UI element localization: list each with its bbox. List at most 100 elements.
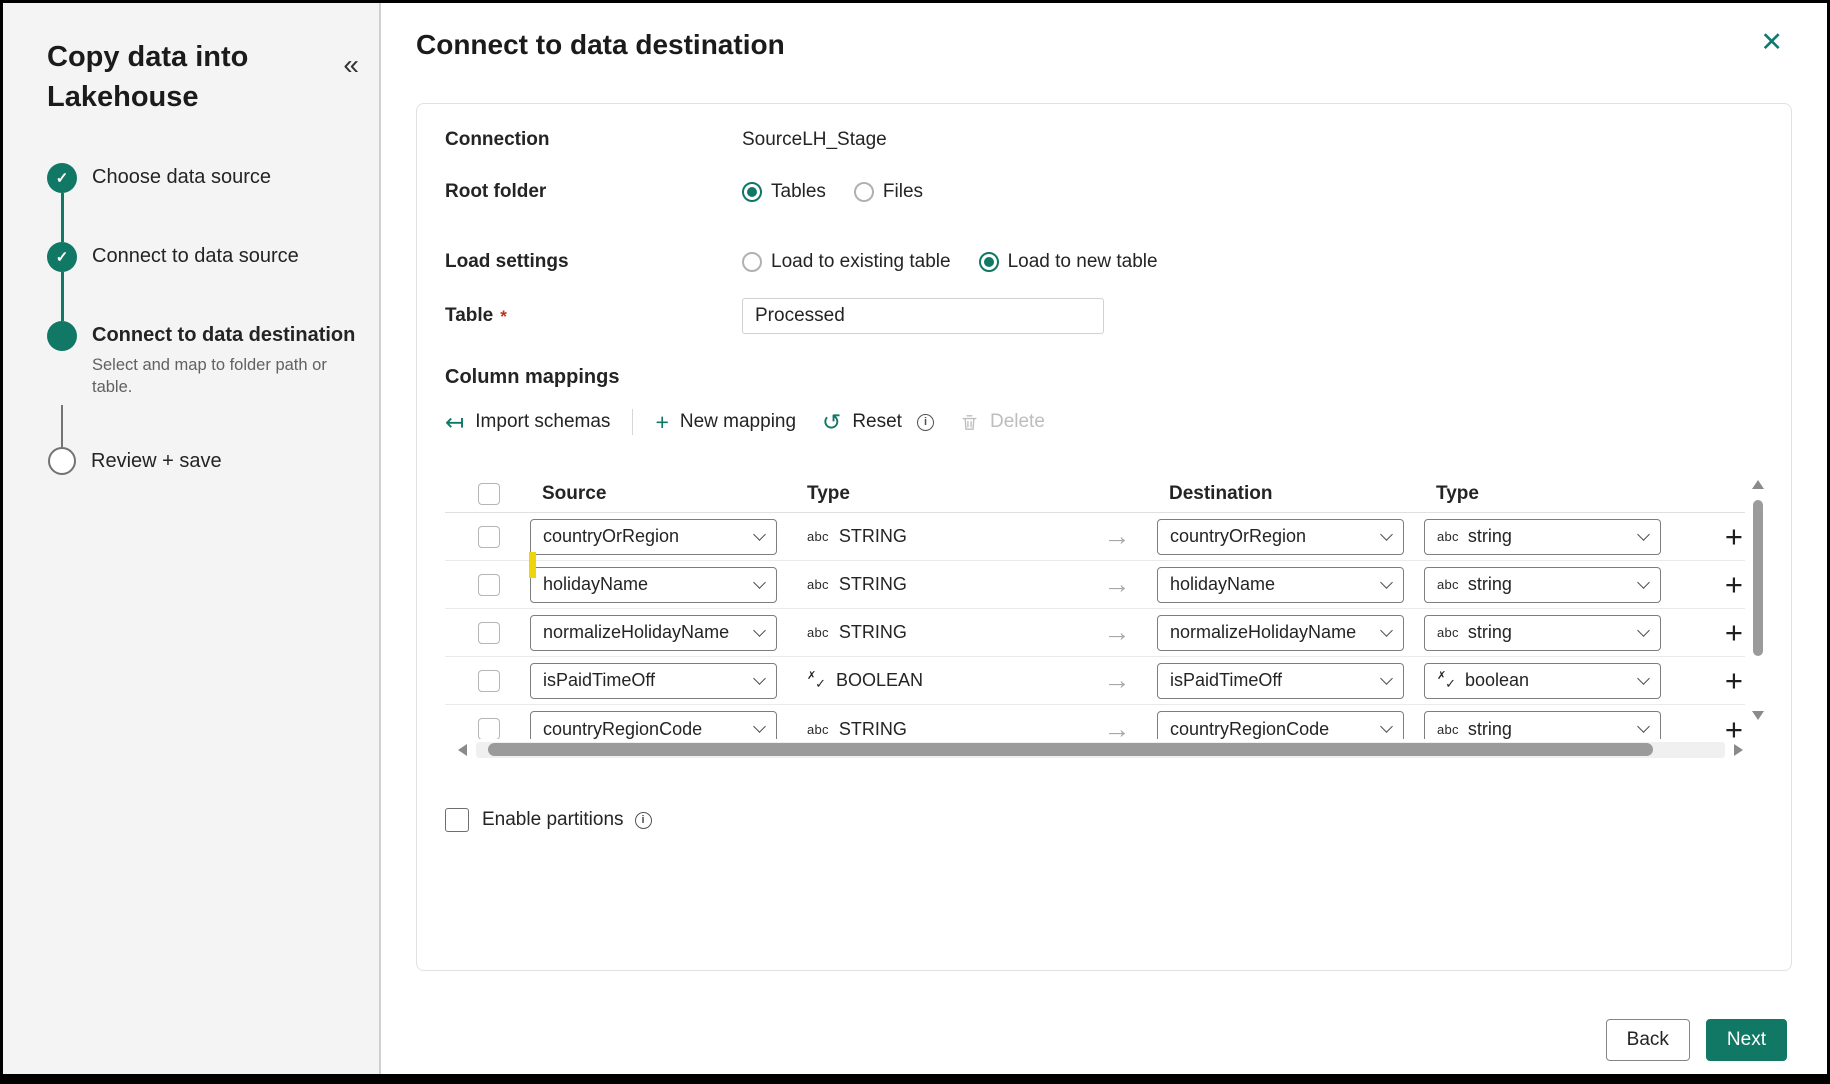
step-complete-icon: ✓ bbox=[47, 163, 77, 194]
radio-unselected-icon bbox=[853, 182, 874, 202]
step-upcoming-icon bbox=[48, 446, 76, 475]
step-current-icon bbox=[47, 321, 77, 352]
arrow-right-icon: → bbox=[1103, 617, 1131, 647]
sidebar-header: Copy data into Lakehouse « bbox=[47, 37, 359, 117]
enable-partitions-label: Enable partitions bbox=[482, 809, 624, 830]
destination-column-dropdown[interactable]: countryRegionCode bbox=[1157, 711, 1404, 739]
source-column-dropdown[interactable]: countryOrRegion bbox=[530, 518, 777, 555]
add-mapping-button[interactable]: + bbox=[1724, 615, 1743, 650]
string-type-icon: abc bbox=[807, 625, 829, 640]
chevron-down-icon bbox=[1637, 575, 1650, 589]
chevron-down-icon bbox=[753, 671, 766, 685]
string-type-icon: abc bbox=[807, 529, 829, 544]
row-checkbox[interactable] bbox=[478, 718, 500, 739]
string-type-icon: abc bbox=[807, 721, 829, 737]
back-button[interactable]: Back bbox=[1605, 1019, 1690, 1061]
table-name-input[interactable] bbox=[742, 298, 1104, 334]
select-all-checkbox[interactable] bbox=[478, 482, 500, 505]
source-column-dropdown[interactable]: countryRegionCode bbox=[530, 711, 777, 739]
source-type-value: STRING bbox=[838, 526, 907, 546]
new-mapping-button[interactable]: + New mapping bbox=[655, 408, 797, 435]
radio-tables[interactable]: Tables bbox=[742, 181, 826, 203]
string-type-icon: abc bbox=[1437, 529, 1459, 544]
connection-label: Connection bbox=[445, 129, 550, 150]
enable-partitions-checkbox[interactable] bbox=[445, 808, 469, 832]
vertical-scrollbar-thumb[interactable] bbox=[1753, 500, 1763, 656]
enable-partitions-row: Enable partitions i bbox=[445, 808, 1761, 832]
step-connect-data-source[interactable]: ✓ Connect to data source bbox=[47, 242, 359, 273]
add-mapping-button[interactable]: + bbox=[1725, 714, 1743, 740]
destination-type-dropdown[interactable]: abc string bbox=[1424, 614, 1661, 651]
table-name-row: Table * bbox=[445, 298, 1761, 334]
string-type-icon: abc bbox=[1437, 721, 1459, 737]
main-content: Connect to data destination ✕ Connection… bbox=[381, 3, 1827, 1074]
source-type-column-header: Type bbox=[807, 482, 850, 504]
add-mapping-button[interactable]: + bbox=[1724, 519, 1743, 554]
row-checkbox[interactable] bbox=[478, 669, 500, 692]
step-connect-data-destination[interactable]: Connect to data destination Select and m… bbox=[47, 321, 359, 399]
info-icon[interactable]: i bbox=[916, 413, 934, 431]
radio-selected-icon bbox=[742, 182, 762, 202]
next-button[interactable]: Next bbox=[1705, 1019, 1787, 1061]
step-complete-icon: ✓ bbox=[47, 242, 77, 273]
row-checkbox[interactable] bbox=[478, 525, 500, 548]
source-type-value: STRING bbox=[838, 622, 907, 642]
row-checkbox[interactable] bbox=[478, 621, 500, 644]
destination-type-dropdown[interactable]: abc string bbox=[1424, 711, 1661, 739]
vertical-scrollbar[interactable] bbox=[1751, 475, 1765, 735]
info-icon[interactable]: i bbox=[634, 811, 652, 829]
radio-load-existing-table[interactable]: Load to existing table bbox=[742, 251, 951, 273]
radio-unselected-icon bbox=[742, 252, 762, 272]
source-column-dropdown[interactable]: normalizeHolidayName bbox=[530, 614, 777, 651]
step-choose-data-source[interactable]: ✓ Choose data source bbox=[47, 163, 359, 194]
required-marker: * bbox=[500, 307, 507, 326]
mappings-toolbar: ↤ Import schemas + New mapping ↺ Reset i… bbox=[445, 405, 1761, 439]
destination-column-dropdown[interactable]: isPaidTimeOff bbox=[1157, 662, 1404, 699]
destination-column-dropdown[interactable]: countryOrRegion bbox=[1157, 518, 1404, 555]
destination-type-dropdown[interactable]: ✗ ✓ boolean bbox=[1424, 662, 1661, 699]
destination-settings-panel: Connection SourceLH_Stage Root folder Ta… bbox=[416, 103, 1792, 971]
import-schemas-button[interactable]: ↤ Import schemas bbox=[445, 408, 611, 435]
trash-icon bbox=[962, 414, 977, 430]
close-icon[interactable]: ✕ bbox=[1760, 27, 1783, 57]
load-settings-label: Load settings bbox=[445, 251, 569, 272]
delete-button[interactable]: Delete bbox=[960, 411, 1045, 433]
chevron-down-icon bbox=[753, 720, 766, 733]
scroll-left-arrow-icon[interactable] bbox=[458, 743, 467, 756]
source-column-dropdown[interactable]: isPaidTimeOff bbox=[530, 662, 777, 699]
load-settings-row: Load settings Load to existing table Loa… bbox=[445, 244, 1761, 280]
wizard-title: Copy data into Lakehouse bbox=[47, 41, 249, 114]
destination-column-dropdown[interactable]: holidayName bbox=[1157, 566, 1404, 603]
root-folder-row: Root folder Tables Files bbox=[445, 174, 1761, 210]
radio-files[interactable]: Files bbox=[853, 181, 923, 203]
footer-actions: Back Next bbox=[381, 1019, 1787, 1061]
page-title: Connect to data destination bbox=[416, 29, 785, 60]
scroll-right-arrow-icon[interactable] bbox=[1734, 743, 1743, 756]
radio-load-new-table[interactable]: Load to new table bbox=[978, 251, 1158, 273]
chevron-down-icon bbox=[1380, 623, 1393, 637]
mapping-row: holidayName abc STRING → holidayName abc bbox=[445, 561, 1745, 609]
root-folder-label: Root folder bbox=[445, 181, 547, 202]
boolean-type-icon: ✗ ✓ bbox=[1437, 669, 1456, 691]
string-type-icon: abc bbox=[1437, 625, 1459, 640]
destination-column-dropdown[interactable]: normalizeHolidayName bbox=[1157, 614, 1404, 651]
chevron-down-icon bbox=[1637, 720, 1650, 733]
destination-type-dropdown[interactable]: abc string bbox=[1424, 518, 1661, 555]
connection-value: SourceLH_Stage bbox=[742, 129, 887, 150]
boolean-type-icon: ✗ ✓ bbox=[807, 669, 826, 691]
horizontal-scrollbar[interactable] bbox=[445, 741, 1745, 758]
horizontal-scrollbar-thumb[interactable] bbox=[488, 743, 1653, 756]
scroll-up-arrow-icon[interactable] bbox=[1752, 480, 1764, 489]
import-schemas-icon: ↤ bbox=[445, 408, 465, 435]
reset-button[interactable]: ↺ Reset i bbox=[822, 410, 934, 434]
add-mapping-button[interactable]: + bbox=[1724, 567, 1743, 602]
add-mapping-button[interactable]: + bbox=[1724, 663, 1743, 698]
source-column-dropdown[interactable]: holidayName bbox=[530, 566, 777, 603]
collapse-sidebar-icon[interactable]: « bbox=[343, 49, 359, 80]
chevron-down-icon bbox=[1380, 671, 1393, 685]
row-checkbox[interactable] bbox=[478, 573, 500, 596]
scroll-down-arrow-icon[interactable] bbox=[1752, 711, 1764, 720]
destination-type-dropdown[interactable]: abc string bbox=[1424, 566, 1661, 603]
step-review-save[interactable]: Review + save bbox=[47, 446, 359, 475]
